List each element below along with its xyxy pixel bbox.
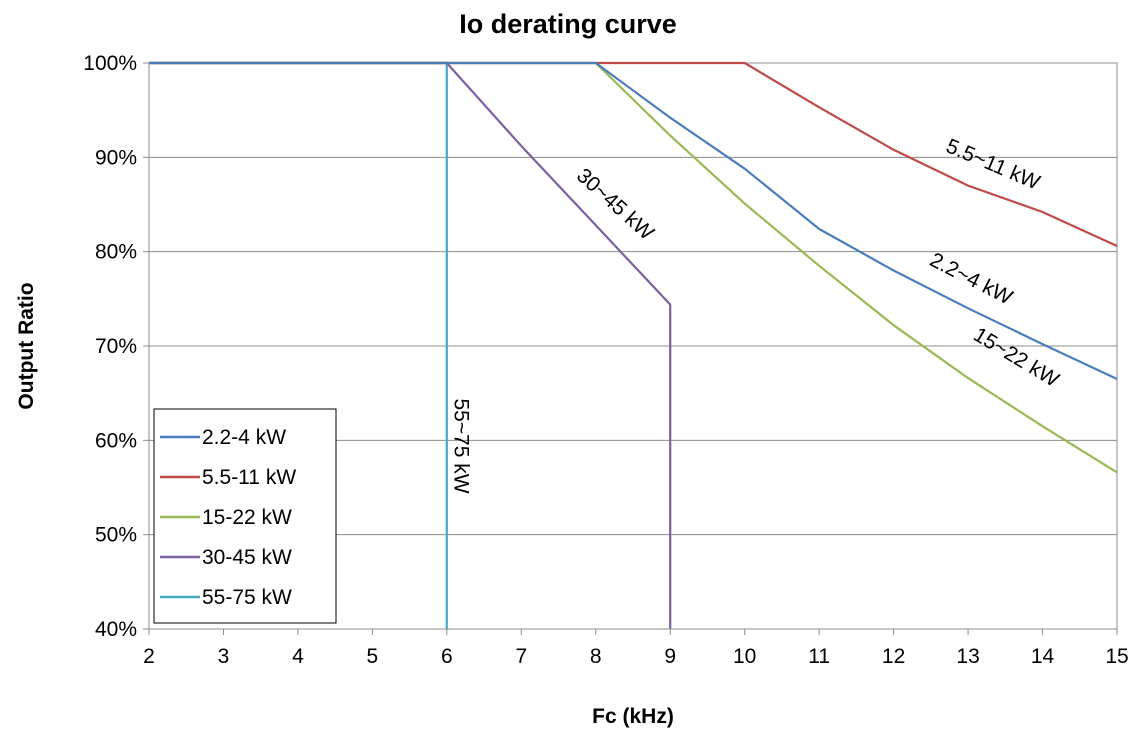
series-lines bbox=[149, 61, 1118, 629]
x-tick-label: 2 bbox=[143, 645, 155, 668]
x-tick-label: 7 bbox=[515, 645, 527, 668]
series-annotation: 55~75 kW bbox=[449, 398, 472, 493]
x-tick-label: 8 bbox=[590, 645, 602, 668]
x-axis-title: Fc (kHz) bbox=[592, 705, 674, 728]
y-axis-title: Output Ratio bbox=[15, 282, 38, 409]
x-tick-label: 9 bbox=[664, 645, 676, 668]
legend-label: 5.5-11 kW bbox=[202, 466, 296, 489]
x-tick-label: 10 bbox=[733, 645, 756, 668]
series-line-5-5-11-kw bbox=[149, 61, 1118, 248]
y-tick-label: 50% bbox=[95, 524, 137, 547]
x-tick-label: 12 bbox=[882, 645, 905, 668]
y-tick-label: 90% bbox=[95, 146, 137, 169]
x-tick-label: 4 bbox=[292, 645, 304, 668]
y-tick-label: 70% bbox=[95, 335, 137, 358]
x-tick-label: 15 bbox=[1105, 645, 1128, 668]
legend: 2.2-4 kW 5.5-11 kW 15-22 kW 30-45 kW 55-75 k… bbox=[153, 408, 337, 624]
y-tick-label: 100% bbox=[83, 52, 137, 75]
legend-label: 15-22 kW bbox=[202, 506, 292, 529]
legend-label: 2.2-4 kW bbox=[202, 426, 286, 449]
legend-label: 55-75 kW bbox=[202, 586, 292, 609]
x-tick-label: 13 bbox=[956, 645, 979, 668]
x-tick-label: 5 bbox=[367, 645, 379, 668]
x-tick-label: 3 bbox=[218, 645, 230, 668]
x-axis-ticks: 2 3 4 5 6 7 8 9 10 11 12 13 14 15 bbox=[143, 628, 1129, 668]
x-tick-label: 6 bbox=[441, 645, 453, 668]
legend-label: 30-45 kW bbox=[202, 546, 292, 569]
x-tick-label: 14 bbox=[1031, 645, 1055, 668]
series-line-2-2-4-kw bbox=[149, 61, 1118, 380]
y-tick-label: 40% bbox=[95, 618, 137, 641]
y-axis-ticks: 40% 50% 60% 70% 80% 90% 100% bbox=[83, 52, 149, 641]
y-tick-label: 80% bbox=[95, 241, 137, 264]
chart-title: Io derating curve bbox=[459, 9, 677, 39]
y-tick-label: 60% bbox=[95, 429, 137, 452]
x-tick-label: 11 bbox=[808, 645, 830, 668]
series-line-15-22-kw bbox=[149, 61, 1118, 474]
